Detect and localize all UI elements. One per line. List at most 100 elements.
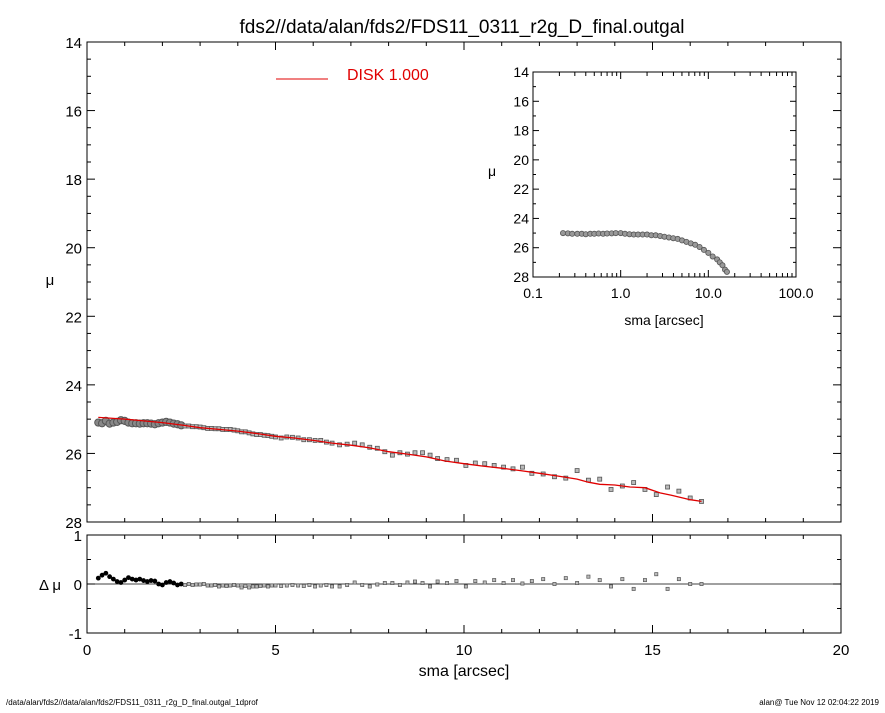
residual-point: [118, 580, 124, 585]
residual-x-axis: 0 5 10 15 20: [83, 535, 849, 659]
main-data-point: [653, 492, 659, 497]
residual-point: [699, 582, 704, 586]
main-data-point: [529, 470, 535, 476]
residual-point: [337, 584, 342, 589]
inset-panel: 14 16 18 20 22 24 26 28 0.1 1.0 10.0 100.0 μ sma […: [488, 64, 814, 328]
residual-point: [243, 584, 248, 588]
residual-point: [133, 577, 139, 583]
residual-y-axis-label: Δ μ: [39, 577, 61, 594]
inset-plot-frame: [532, 71, 797, 278]
inset-data-point: [696, 243, 703, 250]
main-data-point: [318, 437, 324, 443]
main-y-tick-label: 16: [65, 104, 82, 121]
residual-point: [194, 582, 199, 587]
residual-point: [501, 581, 506, 585]
main-data-point: [501, 464, 506, 470]
residual-point: [375, 582, 380, 587]
residual-point: [405, 580, 410, 585]
residual-x-tick-label: 10: [456, 642, 473, 659]
residual-point: [110, 576, 116, 582]
residual-point: [114, 579, 120, 584]
residual-point: [250, 584, 255, 589]
residual-point: [482, 580, 487, 585]
legend-disk-label: DISK 1.000: [347, 67, 429, 84]
residual-point: [318, 583, 323, 588]
residual-point: [254, 584, 259, 589]
inset-x-tick-label: 1.0: [611, 285, 631, 301]
residual-point: [520, 581, 525, 586]
footer-user-timestamp: alan@ Tue Nov 12 02:04:22 2019: [759, 698, 879, 707]
residual-point: [643, 578, 647, 583]
inset-data-points: [560, 230, 730, 275]
residual-point: [273, 583, 278, 588]
footer-file-path: /data/alan/fds2//data/alan/fds2/FDS11_03…: [6, 698, 259, 707]
inset-data-point: [705, 249, 712, 256]
main-y-tick-label: 24: [65, 378, 82, 395]
residual-point: [163, 580, 169, 585]
residual-point: [330, 584, 335, 589]
residual-point: [228, 583, 233, 588]
residual-point: [95, 575, 101, 581]
residual-point: [186, 582, 191, 586]
residual-point: [144, 579, 150, 584]
inset-y-axis: 14 16 18 20 22 24 26 28: [513, 64, 796, 285]
main-data-point: [552, 474, 557, 480]
inset-y-tick-label: 14: [513, 64, 529, 80]
main-data-point: [337, 442, 342, 448]
residual-point: [247, 585, 252, 590]
inset-data-point: [700, 246, 707, 253]
residual-point: [262, 583, 267, 588]
residual-point: [541, 577, 546, 582]
main-data-point: [631, 480, 637, 485]
residual-point: [171, 580, 177, 586]
residual-point: [190, 583, 195, 587]
residual-data-points: [95, 570, 704, 591]
residual-point: [631, 586, 636, 591]
residual-point: [688, 582, 693, 586]
inset-y-tick-label: 24: [513, 210, 529, 226]
residual-point: [620, 577, 625, 582]
residual-point: [167, 579, 173, 584]
main-y-tick-label: 20: [65, 241, 82, 258]
residual-point: [676, 577, 681, 582]
main-data-point: [597, 476, 603, 482]
inset-data-point: [719, 262, 726, 269]
disk-model-line: [98, 416, 702, 503]
inset-y-axis-label: μ: [488, 163, 496, 179]
main-x-axis: [86, 42, 842, 522]
residual-point: [220, 583, 225, 588]
residual-point: [360, 583, 365, 587]
inset-y-tick-label: 18: [513, 123, 529, 139]
residual-point: [201, 582, 206, 586]
residual-point: [129, 576, 135, 582]
residual-point: [307, 583, 312, 587]
main-y-tick-label: 28: [65, 515, 82, 532]
inset-x-axis-label: sma [arcsec]: [624, 312, 703, 328]
residual-point: [445, 581, 449, 585]
residual-point: [529, 579, 534, 584]
residual-point: [586, 574, 591, 579]
residual-point: [269, 583, 274, 588]
residual-point: [420, 581, 425, 585]
main-data-point: [454, 457, 459, 463]
residual-point: [198, 582, 203, 587]
residual-point: [597, 578, 602, 583]
main-x-axis-label: sma [arcsec]: [419, 663, 510, 680]
inset-x-tick-label: 100.0: [778, 285, 813, 301]
main-data-point: [374, 445, 380, 451]
residual-point: [205, 583, 210, 588]
residual-point: [575, 581, 580, 585]
main-y-tick-label: 14: [65, 35, 82, 52]
main-data-point: [420, 450, 425, 456]
residual-point: [148, 578, 154, 583]
main-y-axis: 14 16 18 20 22 24 26 28: [65, 35, 841, 532]
inset-y-tick-label: 16: [513, 93, 529, 109]
residual-y-tick-label: 0: [74, 577, 82, 594]
residual-point: [454, 579, 459, 584]
main-data-point: [665, 484, 670, 490]
residual-point: [473, 579, 478, 584]
inset-x-tick-label: 0.1: [523, 285, 543, 301]
residual-point: [235, 583, 240, 588]
residual-point: [296, 583, 301, 588]
